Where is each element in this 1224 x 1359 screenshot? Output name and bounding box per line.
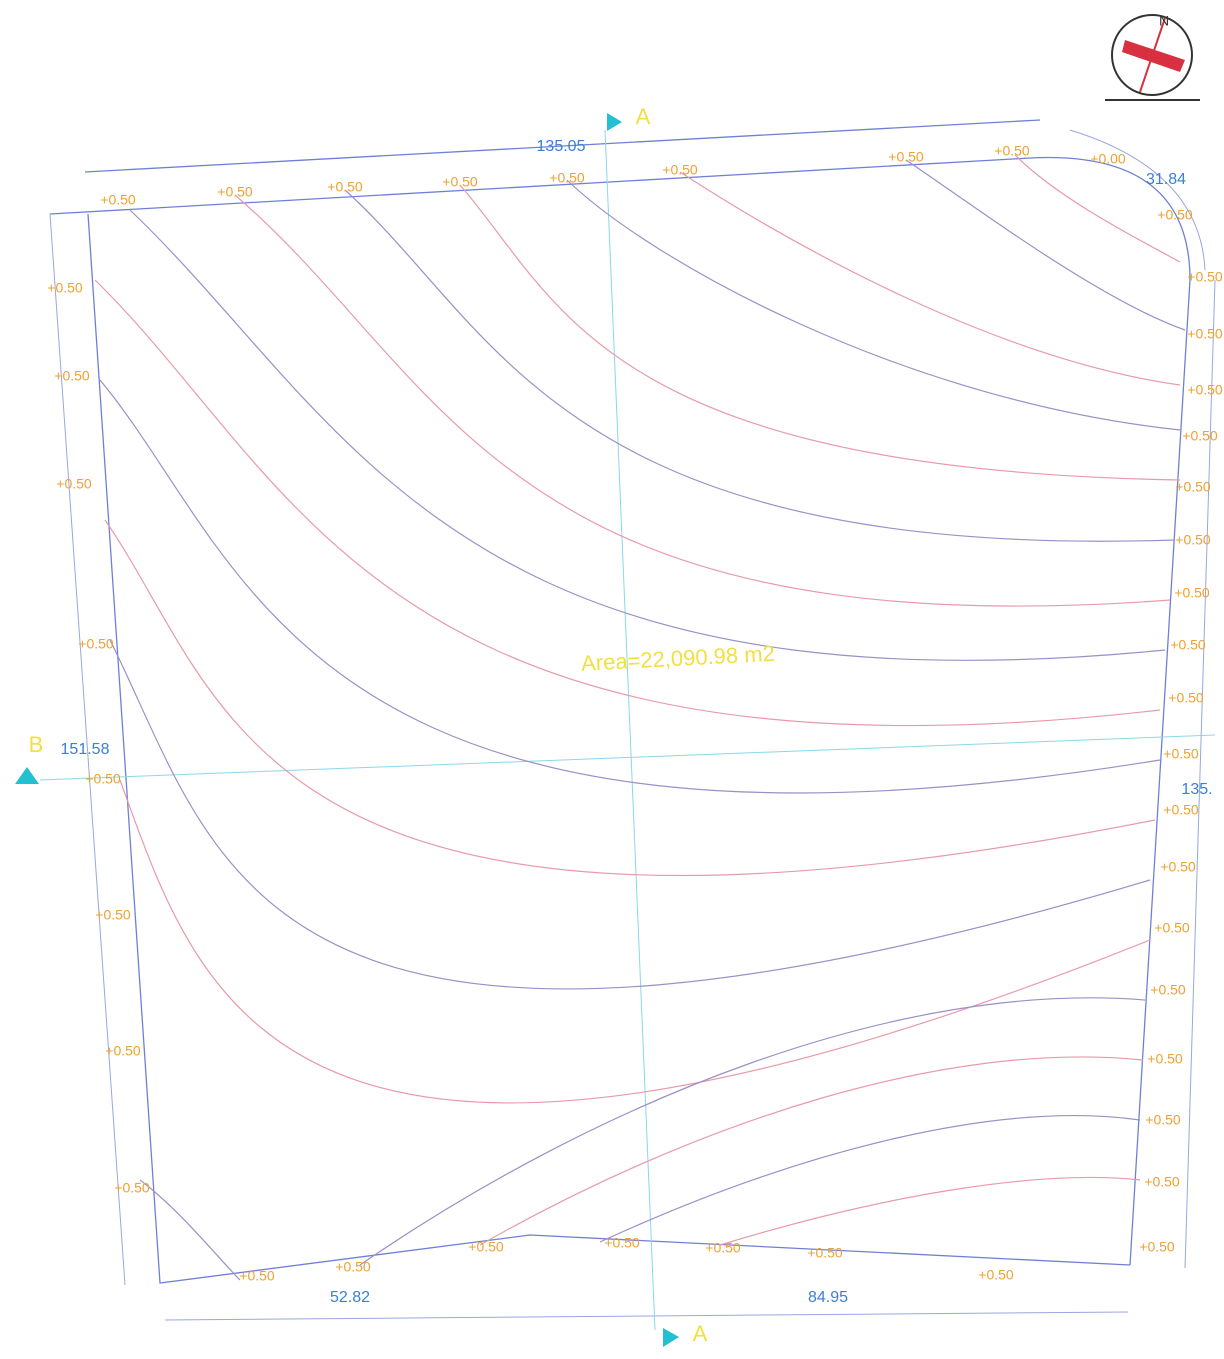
dimension-label: 52.82	[330, 1289, 370, 1306]
elevation-label: +0.50	[1187, 269, 1223, 285]
contour-line	[130, 210, 1165, 660]
elevation-label: +0.50	[56, 476, 92, 492]
contour-line	[110, 640, 1150, 989]
elevation-label: +0.50	[1154, 920, 1190, 936]
contour-line	[140, 1180, 240, 1280]
elevation-label: +0.50	[1160, 859, 1196, 875]
elevation-label: +0.50	[114, 1180, 150, 1196]
elevation-label: +0.50	[327, 179, 363, 195]
dimension-label: 135.05	[537, 138, 586, 155]
north-label: N	[1159, 13, 1169, 29]
contour-line	[680, 172, 1180, 385]
elevation-label: +0.50	[994, 143, 1030, 159]
section-label: A	[693, 1321, 708, 1346]
elevation-label: +0.50	[978, 1267, 1014, 1283]
section-arrow	[15, 767, 39, 784]
elevation-label: +0.50	[604, 1235, 640, 1251]
elevation-label: +0.50	[105, 1043, 141, 1059]
elevation-label: +0.50	[78, 636, 114, 652]
elevation-label: +0.50	[1147, 1051, 1183, 1067]
page: N Area=22,090.98 m2 +0.50 +0.50 +0.50 +0.50…	[0, 0, 1224, 1359]
elevation-label: +0.50	[95, 907, 131, 923]
contour-line	[345, 190, 1175, 541]
dimension-label: 151.58	[61, 741, 110, 758]
elevation-label: +0.50	[442, 174, 478, 190]
north-arrow: N	[1105, 13, 1200, 100]
elevation-label: +0.50	[1150, 982, 1186, 998]
contour-line	[720, 1178, 1140, 1245]
elevation-label: +0.50	[1175, 479, 1211, 495]
contour-line	[906, 160, 1185, 330]
elevation-label: +0.50	[1157, 207, 1193, 223]
contour-line	[105, 520, 1155, 876]
elevation-label: +0.50	[1182, 428, 1218, 444]
elevation-label: +0.50	[85, 771, 121, 787]
elevation-label: +0.50	[47, 280, 83, 296]
section-arrow	[607, 113, 622, 131]
elevation-label: +0.50	[662, 162, 698, 178]
elevation-label: +0.50	[1187, 326, 1223, 342]
elevation-label: +0.50	[1174, 585, 1210, 601]
elevation-label: +0.50	[1145, 1112, 1181, 1128]
elevation-label: +0.50	[54, 368, 90, 384]
contours	[95, 155, 1185, 1280]
elevation-label: +0.50	[888, 149, 924, 165]
elevation-label: +0.50	[1144, 1174, 1180, 1190]
contour-line	[235, 195, 1170, 606]
section-label: A	[636, 104, 651, 129]
contour-line	[360, 998, 1145, 1265]
boundary: N	[15, 13, 1215, 1347]
elevation-label: +0.50	[807, 1245, 843, 1261]
elevation-label: +0.50	[1170, 637, 1206, 653]
site-left-bottom-edge	[88, 214, 1130, 1283]
elevation-label: +0.50	[705, 1240, 741, 1256]
elevation-label: +0.50	[335, 1259, 371, 1275]
contour-line	[567, 180, 1180, 430]
contour-line	[120, 780, 1150, 1103]
contour-line	[480, 1057, 1143, 1245]
dimension-line	[165, 1312, 1128, 1320]
section-label: B	[29, 732, 44, 757]
elevation-label: +0.00	[1090, 151, 1126, 167]
elevation-label: +0.50	[1175, 532, 1211, 548]
elevation-label: +0.50	[100, 192, 136, 208]
elevation-label: +0.50	[217, 184, 253, 200]
elevation-label: +0.50	[1168, 690, 1204, 706]
section-line-a	[605, 130, 655, 1330]
elevation-label: +0.50	[239, 1268, 275, 1284]
area-label: Area=22,090.98 m2	[580, 641, 775, 676]
site-plan: N Area=22,090.98 m2 +0.50 +0.50 +0.50 +0.50…	[0, 0, 1224, 1359]
dimension-label: 135.	[1181, 781, 1212, 798]
dimension-label: 31.84	[1146, 171, 1186, 188]
section-line-b	[40, 735, 1215, 780]
elevation-label: +0.50	[1139, 1239, 1175, 1255]
elevation-label: +0.50	[549, 170, 585, 186]
site-top-right-edge	[50, 158, 1190, 1265]
dimension-label: 84.95	[808, 1289, 848, 1306]
elevation-label: +0.50	[1187, 382, 1223, 398]
elevation-label: +0.50	[1163, 746, 1199, 762]
section-arrow	[663, 1328, 679, 1347]
elevation-label: +0.50	[468, 1239, 504, 1255]
elevation-label: +0.50	[1163, 802, 1199, 818]
